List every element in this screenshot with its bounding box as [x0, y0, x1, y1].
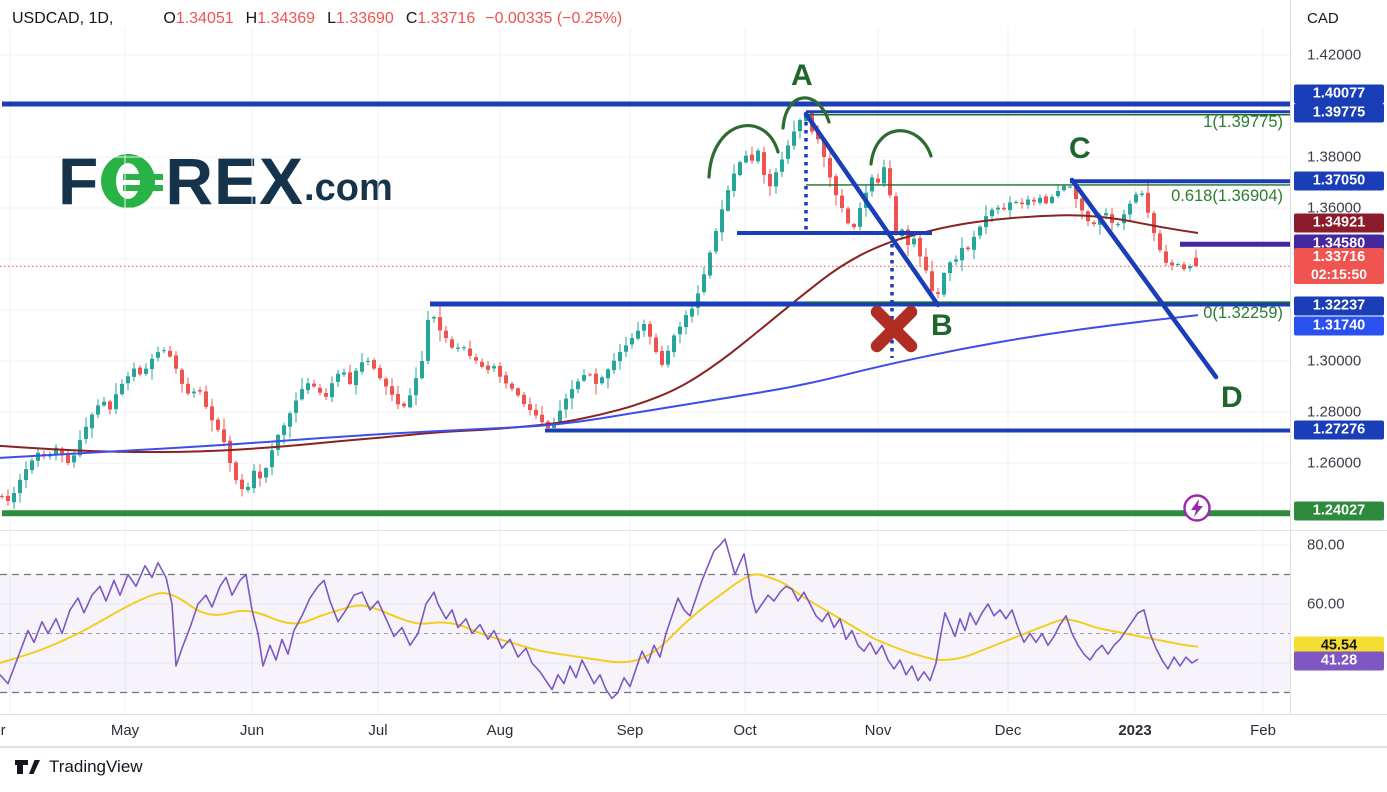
change-value: −0.00335 (−0.25%): [485, 10, 623, 27]
pane-divider[interactable]: [0, 530, 1387, 531]
month-label[interactable]: 2023: [1118, 722, 1152, 739]
axis-tick: 60.00: [1307, 595, 1345, 613]
month-label[interactable]: Apr: [0, 722, 6, 739]
ohlc-value: 1.33716: [417, 10, 476, 27]
month-label[interactable]: Nov: [864, 722, 892, 739]
axis-tick: 1.26000: [1307, 454, 1362, 472]
axis-tick: 1.28000: [1307, 403, 1362, 421]
fib-level-label: 0.618(1.36904): [1171, 187, 1283, 205]
month-label[interactable]: Dec: [994, 722, 1022, 739]
month-label[interactable]: Jul: [368, 722, 388, 739]
wave-letter-c: C: [1069, 132, 1091, 165]
legend: USDCAD, 1D, O1.34051 H1.34369 L1.33690 C1.33…: [12, 10, 622, 28]
axis-tick: 1.30000: [1307, 352, 1362, 370]
price-axis[interactable]: CAD 1.42000 1.38000 1.36000 1.30000 1.28000 1…: [1290, 0, 1387, 746]
axis-tick: 1.38000: [1307, 148, 1362, 166]
ohlc-key: L: [327, 10, 336, 27]
currency-label: CAD: [1307, 10, 1339, 27]
month-label[interactable]: Feb: [1250, 722, 1276, 739]
price-badge[interactable]: 1.32237: [1294, 296, 1384, 316]
forex-logo-o-icon: [101, 154, 164, 208]
ohlc-values: O1.34051 H1.34369 L1.33690 C1.33716: [151, 10, 475, 27]
fib-level-label: 1(1.39775): [1203, 113, 1283, 131]
price-badge[interactable]: 1.27276: [1294, 420, 1384, 440]
symbol-interval-label[interactable]: USDCAD, 1D,: [12, 10, 114, 27]
forex-logo-text-f: F: [58, 144, 100, 218]
month-label[interactable]: Jun: [239, 722, 265, 739]
wave-letter-d: D: [1221, 381, 1243, 414]
price-badge[interactable]: 1.33716 02:15:50: [1294, 248, 1384, 284]
fib-level-label: 0(1.32259): [1203, 304, 1283, 322]
bar-countdown: 02:15:50: [1310, 266, 1368, 282]
month-label[interactable]: Sep: [616, 722, 644, 739]
month-label[interactable]: May: [110, 722, 140, 739]
price-badge[interactable]: 1.37050: [1294, 171, 1384, 191]
tradingview-brand[interactable]: TradingView: [14, 757, 143, 777]
price-badge[interactable]: 41.28: [1294, 651, 1384, 671]
alert-icon: [1183, 494, 1211, 522]
price-badge[interactable]: 1.40077: [1294, 84, 1384, 104]
ohlc-value: 1.34051: [175, 10, 234, 27]
ohlc-key: H: [245, 10, 258, 27]
wave-letter-b: B: [931, 309, 953, 342]
ohlc-value: 1.33690: [335, 10, 394, 27]
last-price: 1.33716: [1312, 249, 1366, 265]
price-badge[interactable]: 1.34921: [1294, 213, 1384, 233]
month-label[interactable]: Aug: [486, 722, 514, 739]
month-label[interactable]: Oct: [733, 722, 757, 739]
price-badge[interactable]: 45.54: [1294, 636, 1384, 656]
axis-tick: 1.36000: [1307, 199, 1362, 217]
price-badge[interactable]: 1.39775: [1294, 103, 1384, 123]
footer-divider: [0, 746, 1387, 747]
ohlc-key: C: [405, 10, 418, 27]
axis-tick: 80.00: [1307, 536, 1345, 554]
wave-letter-a: A: [791, 59, 813, 92]
ohlc-key: O: [163, 10, 176, 27]
time-axis[interactable]: Apr May Jun Jul Aug Sep Oct Nov Dec 2023 Feb: [0, 714, 1387, 748]
tradingview-label: TradingView: [49, 757, 143, 776]
ohlc-value: 1.34369: [257, 10, 316, 27]
tradingview-icon: [15, 760, 40, 774]
price-badge[interactable]: 1.31740: [1294, 316, 1384, 336]
forex-logo-text-rex: REX: [165, 144, 305, 218]
axis-tick: 1.42000: [1307, 46, 1362, 64]
price-badge[interactable]: 1.24027: [1294, 501, 1384, 521]
